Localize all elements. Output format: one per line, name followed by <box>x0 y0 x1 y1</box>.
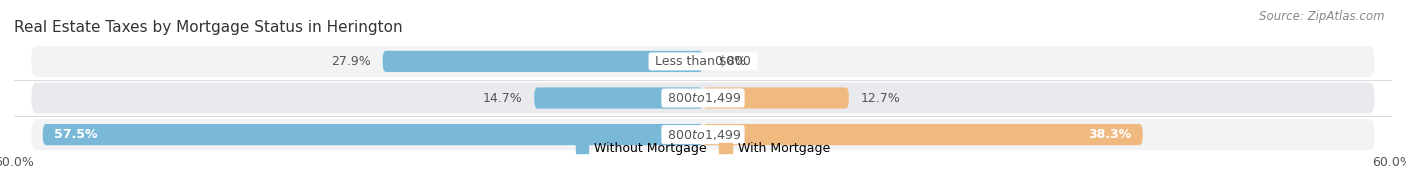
Legend: Without Mortgage, With Mortgage: Without Mortgage, With Mortgage <box>575 142 831 155</box>
FancyBboxPatch shape <box>31 83 1375 113</box>
Text: Source: ZipAtlas.com: Source: ZipAtlas.com <box>1260 10 1385 23</box>
Text: 57.5%: 57.5% <box>55 128 98 141</box>
Text: $800 to $1,499: $800 to $1,499 <box>664 91 742 105</box>
Text: $800 to $1,499: $800 to $1,499 <box>664 128 742 142</box>
FancyBboxPatch shape <box>31 46 1375 77</box>
FancyBboxPatch shape <box>703 124 1143 145</box>
Text: Real Estate Taxes by Mortgage Status in Herington: Real Estate Taxes by Mortgage Status in … <box>14 20 402 35</box>
Text: 27.9%: 27.9% <box>332 55 371 68</box>
FancyBboxPatch shape <box>534 87 703 109</box>
FancyBboxPatch shape <box>42 124 703 145</box>
Text: 12.7%: 12.7% <box>860 92 900 104</box>
Text: 14.7%: 14.7% <box>484 92 523 104</box>
FancyBboxPatch shape <box>703 87 849 109</box>
FancyBboxPatch shape <box>31 119 1375 150</box>
Text: 0.0%: 0.0% <box>714 55 747 68</box>
Text: 38.3%: 38.3% <box>1088 128 1132 141</box>
FancyBboxPatch shape <box>382 51 703 72</box>
Text: Less than $800: Less than $800 <box>651 55 755 68</box>
